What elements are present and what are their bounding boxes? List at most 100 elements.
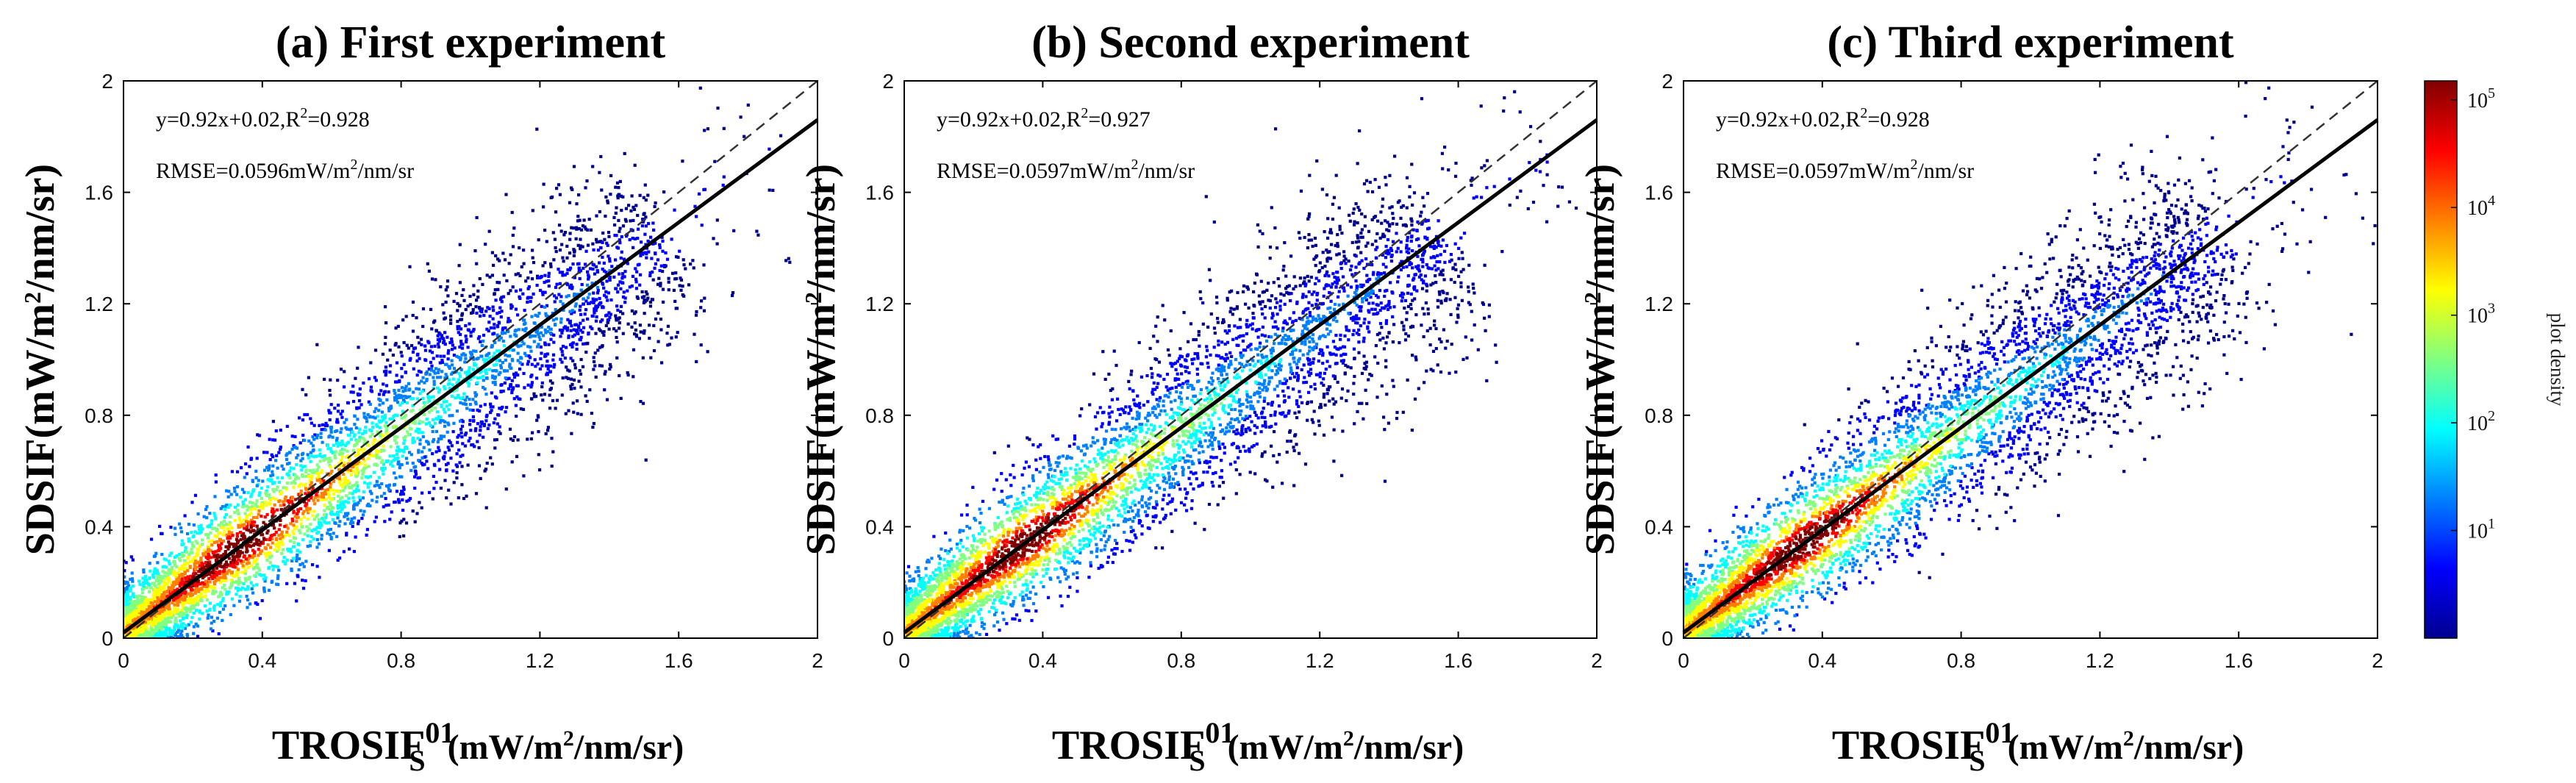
density-point bbox=[366, 413, 370, 417]
density-point bbox=[573, 276, 576, 279]
density-point bbox=[493, 381, 497, 385]
density-point bbox=[353, 423, 357, 426]
density-point bbox=[534, 313, 537, 317]
density-point bbox=[336, 513, 340, 517]
density-point bbox=[472, 293, 476, 296]
density-point bbox=[483, 359, 487, 362]
density-point bbox=[604, 295, 608, 298]
density-point bbox=[153, 569, 157, 573]
density-point bbox=[243, 526, 246, 530]
density-point bbox=[549, 337, 553, 341]
density-point bbox=[667, 280, 670, 284]
density-point bbox=[632, 218, 635, 222]
density-point bbox=[620, 250, 623, 254]
density-point bbox=[604, 370, 607, 373]
density-point bbox=[154, 633, 158, 637]
density-point bbox=[665, 257, 670, 261]
density-point bbox=[519, 288, 523, 292]
density-point bbox=[299, 522, 304, 526]
density-point bbox=[411, 510, 415, 513]
density-point bbox=[240, 466, 243, 470]
density-point bbox=[369, 429, 373, 433]
density-point bbox=[413, 469, 417, 473]
density-point bbox=[498, 259, 501, 262]
density-point bbox=[587, 277, 590, 281]
density-point bbox=[415, 359, 419, 362]
density-point bbox=[276, 466, 279, 470]
density-point bbox=[185, 598, 189, 602]
density-point bbox=[418, 392, 422, 396]
density-point bbox=[446, 351, 450, 355]
density-point bbox=[199, 557, 203, 560]
density-point bbox=[661, 287, 665, 291]
density-point bbox=[374, 407, 378, 410]
density-point bbox=[213, 526, 217, 530]
density-point bbox=[220, 542, 223, 546]
density-point bbox=[500, 332, 504, 335]
density-point bbox=[400, 490, 404, 493]
density-point bbox=[515, 454, 519, 458]
density-point bbox=[493, 363, 496, 367]
density-point bbox=[413, 418, 417, 423]
density-point bbox=[415, 427, 420, 431]
density-point bbox=[212, 551, 215, 555]
density-point bbox=[280, 464, 284, 468]
density-point bbox=[634, 280, 638, 284]
density-point bbox=[373, 416, 377, 420]
density-point bbox=[523, 309, 526, 312]
density-point bbox=[290, 496, 294, 500]
density-point bbox=[314, 527, 318, 531]
density-point bbox=[273, 548, 276, 551]
density-point bbox=[423, 455, 426, 459]
density-point bbox=[277, 568, 281, 572]
density-point bbox=[636, 263, 640, 267]
density-point bbox=[526, 437, 529, 441]
density-point bbox=[379, 389, 383, 393]
density-point bbox=[640, 296, 644, 299]
density-point bbox=[448, 341, 452, 345]
density-point bbox=[703, 296, 706, 300]
density-point bbox=[309, 460, 312, 463]
density-point bbox=[568, 268, 571, 272]
density-point bbox=[595, 291, 600, 295]
density-point bbox=[588, 267, 593, 271]
density-point bbox=[262, 573, 265, 577]
density-point bbox=[165, 565, 168, 569]
density-point bbox=[293, 435, 297, 438]
density-point bbox=[457, 371, 461, 375]
density-point bbox=[412, 390, 415, 394]
density-point bbox=[306, 529, 310, 533]
density-point bbox=[431, 429, 434, 434]
density-point bbox=[661, 239, 665, 243]
density-point bbox=[396, 380, 399, 384]
density-point bbox=[145, 579, 149, 583]
density-point bbox=[349, 437, 354, 441]
density-point bbox=[531, 277, 534, 281]
density-point bbox=[251, 548, 255, 552]
density-point bbox=[311, 449, 315, 453]
density-point bbox=[666, 343, 670, 347]
density-point bbox=[175, 596, 179, 599]
density-point bbox=[491, 381, 495, 385]
density-point bbox=[181, 575, 185, 579]
density-point bbox=[407, 382, 411, 385]
density-point bbox=[290, 447, 294, 451]
density-point bbox=[625, 235, 629, 238]
density-point bbox=[340, 427, 343, 431]
density-point bbox=[493, 351, 496, 355]
density-point bbox=[282, 468, 285, 471]
density-point bbox=[272, 490, 276, 493]
density-point bbox=[230, 526, 234, 530]
density-point bbox=[554, 407, 557, 410]
density-point bbox=[506, 320, 510, 323]
density-point bbox=[375, 451, 379, 454]
density-point bbox=[326, 532, 329, 535]
density-point bbox=[435, 401, 439, 405]
density-point bbox=[539, 276, 543, 279]
density-point bbox=[593, 360, 596, 364]
density-point bbox=[447, 423, 451, 426]
density-point bbox=[289, 522, 293, 526]
density-point bbox=[236, 589, 240, 593]
density-point bbox=[296, 453, 300, 457]
density-point bbox=[653, 204, 656, 209]
